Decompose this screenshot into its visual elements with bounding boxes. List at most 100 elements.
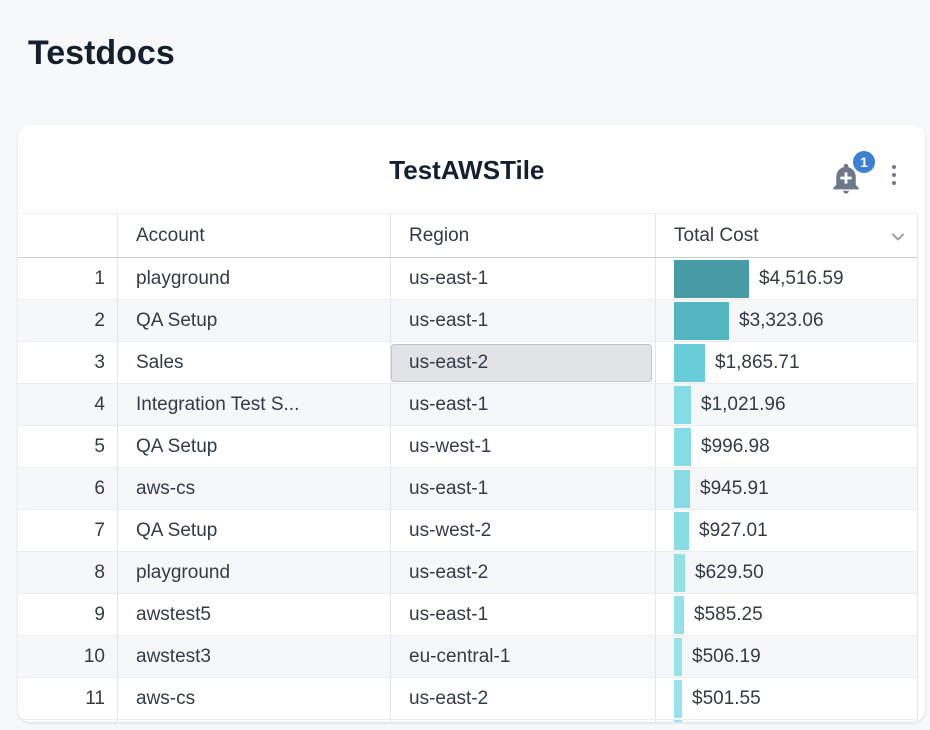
table-row[interactable]: 10 awstest3 eu-central-1 $506.19 (18, 636, 917, 678)
region-cell: us-east-2 (390, 678, 655, 719)
table-row[interactable]: 1 playground us-east-1 $4,516.59 (18, 258, 917, 300)
region-value: us-east-2 (409, 351, 489, 373)
total-cost-cell: $629.50 (655, 552, 917, 593)
total-cost-cell: $506.19 (655, 636, 917, 677)
account-cell: playground (117, 258, 390, 299)
region-value: us-east-1 (409, 267, 489, 289)
tile-actions: 1 (829, 151, 903, 197)
region-value: us-east-1 (409, 309, 489, 331)
total-cost-column-header[interactable]: Total Cost (655, 214, 917, 257)
account-cell: QA Setup (117, 510, 390, 551)
cost-value: $3,323.06 (739, 309, 824, 331)
total-cost-cell: $945.91 (655, 468, 917, 509)
add-alert-bell-icon (833, 163, 859, 194)
table-row[interactable] (18, 720, 917, 722)
region-cell: us-east-1 (390, 594, 655, 635)
cost-bar (674, 637, 682, 676)
region-cell: us-west-2 (390, 510, 655, 551)
region-value: us-east-1 (409, 477, 489, 499)
test-aws-tile-card: TestAWSTile 1 Account Region Total Cost (18, 125, 925, 722)
account-cell: QA Setup (117, 426, 390, 467)
tile-title: TestAWSTile (389, 155, 545, 185)
total-cost-cell (655, 720, 917, 722)
region-cell: us-east-2 (390, 552, 655, 593)
table-row[interactable]: 7 QA Setup us-west-2 $927.01 (18, 510, 917, 552)
table-header-row: Account Region Total Cost (18, 213, 917, 258)
total-cost-cell: $927.01 (655, 510, 917, 551)
cost-value: $927.01 (699, 519, 768, 541)
table-row[interactable]: 6 aws-cs us-east-1 $945.91 (18, 468, 917, 510)
cost-value: $996.98 (701, 435, 770, 457)
cost-value: $1,865.71 (715, 351, 800, 373)
region-value: us-east-1 (409, 603, 489, 625)
cost-bar (674, 720, 682, 722)
cost-value: $585.25 (694, 603, 763, 625)
kebab-dot (892, 165, 896, 169)
region-value: us-east-1 (409, 393, 489, 415)
region-value: us-west-1 (409, 435, 492, 457)
table-row[interactable]: 4 Integration Test S... us-east-1 $1,021… (18, 384, 917, 426)
cost-bar (674, 553, 685, 592)
kebab-menu-button[interactable] (885, 158, 903, 192)
account-cell: awstest3 (117, 636, 390, 677)
total-cost-cell: $501.55 (655, 678, 917, 719)
chevron-down-icon[interactable] (889, 228, 907, 246)
account-cell: QA Setup (117, 300, 390, 341)
kebab-dot (892, 181, 896, 185)
row-rank: 9 (94, 603, 105, 625)
region-cell: us-east-1 (390, 300, 655, 341)
account-cell: aws-cs (117, 468, 390, 509)
table-body: 1 playground us-east-1 $4,516.59 2 QA Se… (18, 258, 917, 722)
cost-value: $945.91 (700, 477, 769, 499)
region-value: us-east-2 (409, 687, 489, 709)
row-rank: 6 (94, 477, 105, 499)
account-cell: Sales (117, 342, 390, 383)
cost-bar (674, 595, 684, 634)
page-title: Testdocs (28, 34, 175, 72)
row-rank: 5 (94, 435, 105, 457)
account-cell (117, 720, 390, 722)
table-row[interactable]: 2 QA Setup us-east-1 $3,323.06 (18, 300, 917, 342)
cost-value: $629.50 (695, 561, 764, 583)
cost-value: $1,021.96 (701, 393, 786, 415)
row-rank: 8 (94, 561, 105, 583)
table-row[interactable]: 9 awstest5 us-east-1 $585.25 (18, 594, 917, 636)
region-cell: us-east-1 (390, 258, 655, 299)
cost-bar (674, 343, 705, 382)
row-rank: 3 (94, 351, 105, 373)
row-rank: 1 (94, 267, 105, 289)
region-cell: eu-central-1 (390, 636, 655, 677)
cost-bar (674, 259, 749, 298)
cost-value: $4,516.59 (759, 267, 844, 289)
table-row[interactable]: 11 aws-cs us-east-2 $501.55 (18, 678, 917, 720)
table-row[interactable]: 8 playground us-east-2 $629.50 (18, 552, 917, 594)
table-row[interactable]: 5 QA Setup us-west-1 $996.98 (18, 426, 917, 468)
tile-header: TestAWSTile 1 (18, 125, 925, 213)
row-rank: 11 (85, 687, 105, 709)
region-value: us-east-2 (409, 561, 489, 583)
cost-bar (674, 301, 729, 340)
cost-bar (674, 511, 689, 550)
cost-bar (674, 385, 691, 424)
region-cell: us-east-1 (390, 384, 655, 425)
total-cost-cell: $4,516.59 (655, 258, 917, 299)
region-value: us-west-2 (409, 519, 492, 541)
region-cell (390, 720, 655, 722)
account-column-header[interactable]: Account (117, 214, 390, 257)
region-cell: us-west-1 (390, 426, 655, 467)
total-cost-cell: $1,021.96 (655, 384, 917, 425)
region-value: eu-central-1 (409, 645, 511, 667)
account-cell: Integration Test S... (117, 384, 390, 425)
cost-value: $501.55 (692, 687, 761, 709)
region-column-header[interactable]: Region (390, 214, 655, 257)
add-alert-button[interactable]: 1 (829, 151, 875, 197)
row-rank: 4 (94, 393, 105, 415)
row-rank: 7 (94, 519, 105, 541)
cost-table: Account Region Total Cost 1 playground u… (18, 213, 918, 722)
notification-badge: 1 (853, 151, 875, 173)
total-cost-cell: $1,865.71 (655, 342, 917, 383)
row-rank: 10 (83, 645, 105, 667)
table-row[interactable]: 3 Sales us-east-2 $1,865.71 (18, 342, 917, 384)
region-cell: us-east-1 (390, 468, 655, 509)
cost-bar (674, 427, 691, 466)
